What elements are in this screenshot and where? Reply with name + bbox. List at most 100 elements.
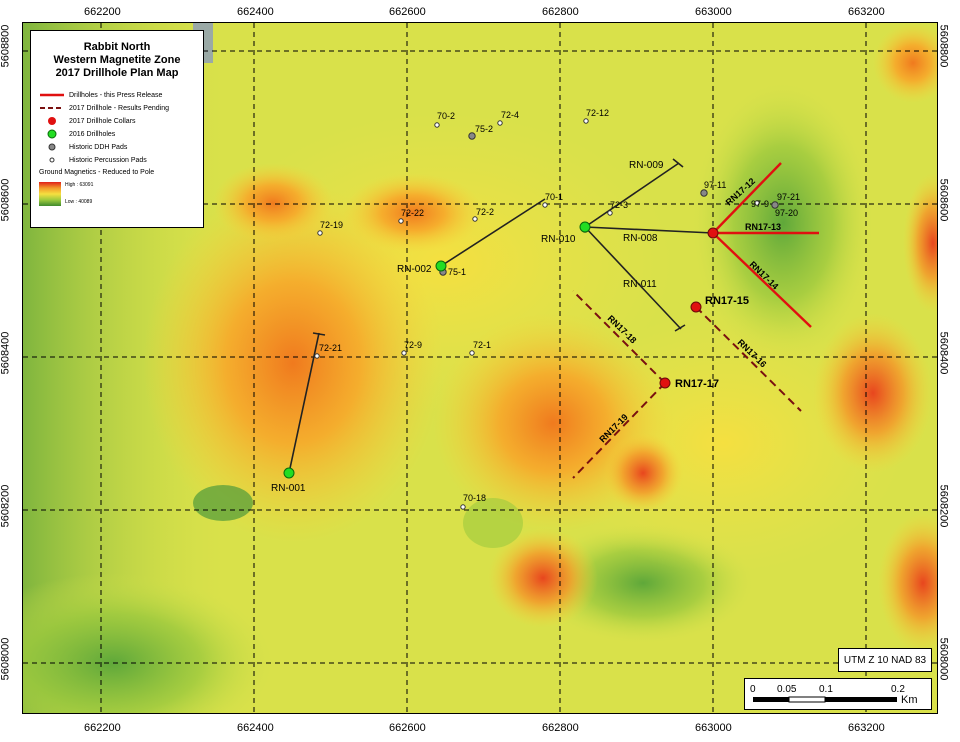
ramp-high-label: High : 63091: [65, 182, 94, 188]
trace-rn-001-end: [312, 332, 326, 336]
trace-rn17-18: [572, 290, 666, 384]
scale-label: 0: [750, 684, 756, 695]
scale-label: 0.1: [819, 684, 833, 695]
x-tick-bottom: 662800: [542, 722, 579, 734]
pad-label: 72-21: [319, 343, 342, 353]
legend-label: 2017 Drillhole - Results Pending: [69, 104, 169, 112]
y-tick-left: 5608800: [0, 24, 12, 68]
pad-label: 72-4: [501, 110, 519, 120]
map-title: Rabbit North Western Magnetite Zone 2017…: [31, 41, 203, 80]
legend-item-pending: 2017 Drillhole - Results Pending: [39, 103, 169, 113]
hole-label-rn17-15: RN17-15: [705, 295, 749, 307]
solid-red-line-icon: [40, 93, 64, 97]
magnetic-high: [878, 513, 937, 653]
trace-rn-002: [440, 198, 546, 267]
title-line: Rabbit North: [83, 41, 151, 53]
scale-label: 0.2: [891, 684, 905, 695]
red-dot-icon: [48, 117, 56, 125]
hole-label-rn-001: RN-001: [271, 483, 306, 494]
trace-rn-009: [584, 162, 680, 228]
low-magnetic-zone: [23, 573, 273, 713]
legend-item-percussion: Historic Percussion Pads: [39, 155, 147, 165]
magnetic-high: [143, 183, 443, 543]
scale-bar-graphic: 0 0.05 0.1 0.2 Km: [750, 684, 918, 706]
title-line: 2017 Drillhole Plan Map: [55, 67, 179, 79]
map-legend: Rabbit North Western Magnetite Zone 2017…: [30, 30, 204, 228]
legend-label: Historic Percussion Pads: [69, 156, 147, 164]
hole-label-rn17-13: RN17-13: [745, 222, 781, 232]
scale-label: 0.05: [777, 684, 797, 695]
low-magnetic-zone: [463, 498, 523, 548]
trace-rn17-16: [695, 306, 802, 412]
hole-label-rn17-17: RN17-17: [675, 378, 719, 390]
legend-label: 2017 Drillhole Collars: [69, 117, 136, 125]
drill-traces-pending: [572, 290, 802, 479]
pad-label: 72-12: [586, 108, 609, 118]
y-tick-right: 5608600: [937, 178, 950, 222]
ramp-low-label: Low : 40089: [65, 199, 93, 205]
y-tick-left: 5608400: [0, 331, 12, 375]
drill-traces-2016: [288, 158, 714, 474]
x-tick-bottom: 662400: [237, 722, 274, 734]
x-tick-top: 662200: [84, 6, 121, 18]
title-line: Western Magnetite Zone: [53, 54, 181, 66]
legend-item-ddh: Historic DDH Pads: [39, 142, 127, 152]
grey-circle-icon: [48, 143, 56, 151]
x-tick-top: 663200: [848, 6, 885, 18]
y-tick-left: 5608200: [0, 484, 12, 528]
y-tick-left: 5608000: [0, 637, 12, 681]
trace-rn17-12: [712, 162, 782, 234]
pad-label: 72-1: [473, 340, 491, 350]
pad-label: 97-9: [751, 199, 769, 209]
scale-bar: 0 0.05 0.1 0.2 Km: [744, 678, 932, 710]
green-dot-icon: [47, 129, 57, 139]
x-tick-top: 662600: [389, 6, 426, 18]
magnetic-high: [813, 313, 933, 473]
pad-label: 75-2: [475, 124, 493, 134]
y-tick-right: 5608800: [937, 24, 950, 68]
drillhole-2016-labels: RN-001 RN-002 RN-008 RN-009 RN-010 RN-01…: [271, 160, 664, 494]
historic-pad-labels: 70-2 72-4 75-2 72-12 97-11 97-21 97-9 97…: [319, 108, 800, 503]
legend-label: 2016 Drillholes: [69, 130, 116, 138]
y-tick-right: 5608200: [937, 484, 950, 528]
legend-label: Historic DDH Pads: [69, 143, 128, 151]
y-tick-right: 5608400: [937, 331, 950, 375]
hole-label-rn-010: RN-010: [541, 234, 576, 245]
legend-item-2017-collars: 2017 Drillhole Collars: [39, 116, 136, 126]
hole-label-rn-002: RN-002: [397, 264, 432, 275]
utm-grid: [23, 23, 937, 713]
drill-traces-released: [712, 162, 819, 328]
y-tick-right: 5608000: [937, 637, 950, 681]
magnetics-map[interactable]: 70-2 72-4 75-2 72-12 97-11 97-21 97-9 97…: [22, 22, 938, 714]
magnetic-high: [488, 528, 598, 628]
legend-item-released: Drillholes - this Press Release: [39, 90, 162, 100]
pad-label: 70-18: [463, 493, 486, 503]
trace-rn-009-end: [672, 158, 684, 168]
pad-label: 72-22: [401, 208, 424, 218]
hole-label-rn-009: RN-009: [629, 160, 664, 171]
pad-label: 72-9: [404, 340, 422, 350]
low-magnetic-zone: [693, 83, 873, 363]
pad-label: 70-1: [545, 192, 563, 202]
small-circle-icon: [49, 157, 55, 163]
trace-rn-011-end: [674, 324, 686, 332]
projection-label: UTM Z 10 NAD 83: [838, 648, 932, 672]
pad-label: 97-21: [777, 192, 800, 202]
map-canvas: 70-2 72-4 75-2 72-12 97-11 97-21 97-9 97…: [23, 23, 937, 713]
pad-label: 72-2: [476, 207, 494, 217]
magnetic-high: [873, 23, 937, 103]
x-tick-bottom: 662600: [389, 722, 426, 734]
collars-2017: [659, 227, 719, 389]
scale-unit: Km: [901, 694, 918, 706]
historic-percussion-pads: [314, 118, 760, 510]
low-magnetic-zone: [193, 485, 253, 521]
x-tick-top: 662400: [237, 6, 274, 18]
trace-rn-011: [584, 226, 682, 330]
x-tick-top: 663000: [695, 6, 732, 18]
pad-label: 75-1: [448, 267, 466, 277]
collars-2016: [283, 221, 591, 479]
trace-rn-001: [288, 332, 320, 474]
x-tick-bottom: 662200: [84, 722, 121, 734]
magnetic-high: [343, 173, 483, 253]
